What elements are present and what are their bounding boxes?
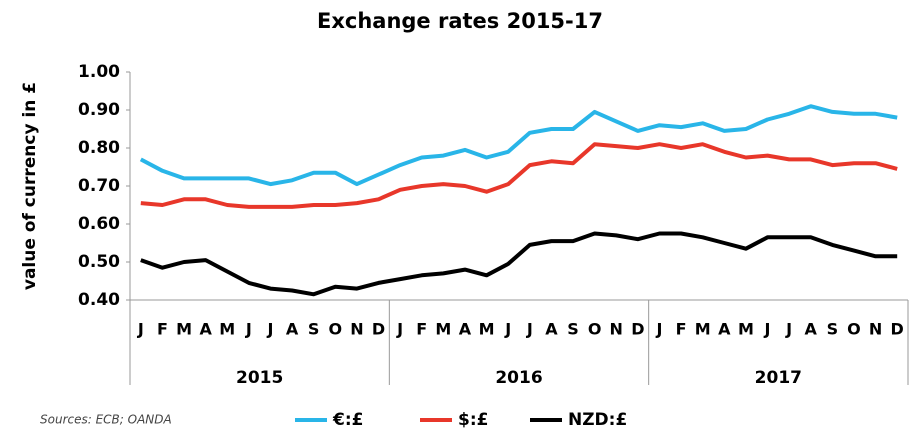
- x-tick-label: M: [479, 320, 495, 339]
- x-tick-label: D: [631, 320, 644, 339]
- x-tick-label: M: [219, 320, 235, 339]
- x-tick-label: J: [245, 320, 252, 339]
- y-tick-label: 1.00: [78, 62, 120, 82]
- y-tick-label: 0.80: [78, 138, 120, 158]
- x-tick-label: A: [459, 320, 472, 339]
- x-tick-label: M: [738, 320, 754, 339]
- x-tick-label: F: [416, 320, 427, 339]
- legend-label: €:£: [332, 410, 363, 430]
- legend-label: $:£: [458, 410, 488, 430]
- y-tick-label: 0.60: [78, 214, 120, 234]
- chart-title: Exchange rates 2015-17: [317, 9, 603, 33]
- y-tick-label: 0.40: [78, 290, 120, 310]
- x-tick-label: A: [718, 320, 731, 339]
- x-tick-label: O: [588, 320, 602, 339]
- x-tick-label: N: [610, 320, 623, 339]
- x-tick-label: D: [891, 320, 904, 339]
- x-tick-label: D: [372, 320, 385, 339]
- x-tick-label: J: [266, 320, 273, 339]
- series-line: [140, 142, 898, 209]
- y-tick-label: 0.90: [78, 100, 120, 120]
- x-tick-label: J: [764, 320, 771, 339]
- x-tick-label: J: [504, 320, 511, 339]
- x-tick-label: A: [286, 320, 299, 339]
- group-label: 2015: [236, 368, 283, 388]
- y-axis-label: value of currency in £: [20, 82, 40, 290]
- x-tick-label: S: [567, 320, 579, 339]
- y-tick-label: 0.50: [78, 252, 120, 272]
- x-tick-label: S: [308, 320, 320, 339]
- x-tick-label: N: [869, 320, 882, 339]
- x-tick-label: M: [176, 320, 192, 339]
- source-note: Sources: ECB; OANDA: [40, 413, 172, 427]
- x-tick-label: M: [435, 320, 451, 339]
- x-tick-label: A: [199, 320, 212, 339]
- x-tick-label: N: [350, 320, 363, 339]
- x-tick-label: F: [676, 320, 687, 339]
- series-line: [139, 104, 898, 187]
- y-tick-label: 0.70: [78, 176, 120, 196]
- group-label: 2017: [755, 368, 802, 388]
- x-tick-label: A: [805, 320, 818, 339]
- legend-label: NZD:£: [568, 410, 627, 430]
- x-tick-label: O: [329, 320, 343, 339]
- x-tick-label: J: [526, 320, 533, 339]
- x-tick-label: O: [847, 320, 861, 339]
- x-tick-label: J: [137, 320, 144, 339]
- x-tick-label: J: [785, 320, 792, 339]
- group-label: 2016: [495, 368, 542, 388]
- x-tick-label: M: [695, 320, 711, 339]
- x-tick-label: J: [655, 320, 662, 339]
- x-tick-label: J: [396, 320, 403, 339]
- x-tick-label: S: [827, 320, 839, 339]
- x-tick-label: A: [545, 320, 558, 339]
- series-line: [140, 231, 898, 297]
- x-tick-label: F: [157, 320, 168, 339]
